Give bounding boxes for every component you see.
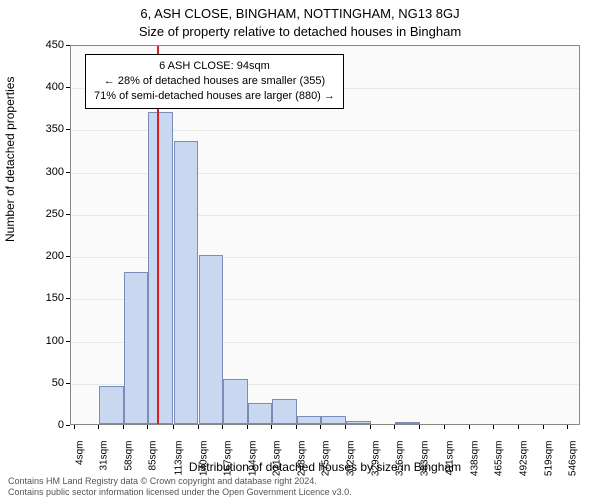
- annotation-line1: 6 ASH CLOSE: 94sqm: [94, 59, 335, 74]
- xtick-mark: [173, 425, 174, 429]
- xtick-mark: [567, 425, 568, 429]
- ytick-label: 450: [46, 39, 64, 51]
- histogram-bar: [99, 386, 124, 424]
- xtick-label: 167sqm: [223, 441, 234, 477]
- xtick-mark: [98, 425, 99, 429]
- xtick-label: 465sqm: [494, 441, 505, 477]
- annotation-line3: 71% of semi-detached houses are larger (…: [94, 89, 335, 104]
- ytick-label: 0: [58, 419, 64, 431]
- xtick-mark: [394, 425, 395, 429]
- xtick-label: 519sqm: [543, 441, 554, 477]
- ytick-label: 150: [46, 292, 64, 304]
- ytick-mark: [66, 298, 70, 299]
- gridline: [71, 130, 579, 131]
- footer-attribution: Contains HM Land Registry data © Crown c…: [8, 476, 592, 498]
- footer-line2: Contains public sector information licen…: [8, 487, 592, 498]
- xtick-label: 383sqm: [419, 441, 430, 477]
- xtick-label: 58sqm: [123, 441, 134, 477]
- ytick-label: 350: [46, 123, 64, 135]
- xtick-mark: [247, 425, 248, 429]
- xtick-label: 546sqm: [568, 441, 579, 477]
- xtick-mark: [345, 425, 346, 429]
- histogram-bar: [321, 416, 346, 424]
- xtick-mark: [320, 425, 321, 429]
- xtick-label: 302sqm: [346, 441, 357, 477]
- xtick-label: 438sqm: [469, 441, 480, 477]
- y-axis-label: Number of detached properties: [3, 77, 17, 242]
- ytick-mark: [66, 214, 70, 215]
- histogram-bar: [124, 272, 149, 424]
- gridline: [71, 173, 579, 174]
- ytick-label: 200: [46, 250, 64, 262]
- ytick-mark: [66, 87, 70, 88]
- histogram-bar: [395, 422, 420, 424]
- ytick-mark: [66, 172, 70, 173]
- ytick-mark: [66, 341, 70, 342]
- xtick-mark: [147, 425, 148, 429]
- ytick-mark: [66, 383, 70, 384]
- xtick-label: 275sqm: [321, 441, 332, 477]
- xtick-label: 140sqm: [198, 441, 209, 477]
- histogram-bar: [248, 403, 273, 424]
- histogram-bar: [199, 255, 224, 424]
- ytick-mark: [66, 425, 70, 426]
- xtick-mark: [493, 425, 494, 429]
- chart-container: 6, ASH CLOSE, BINGHAM, NOTTINGHAM, NG13 …: [0, 0, 600, 500]
- histogram-bar: [223, 379, 248, 424]
- footer-line1: Contains HM Land Registry data © Crown c…: [8, 476, 592, 487]
- xtick-mark: [419, 425, 420, 429]
- xtick-label: 248sqm: [296, 441, 307, 477]
- histogram-bar: [148, 112, 173, 424]
- ytick-mark: [66, 256, 70, 257]
- xtick-label: 4sqm: [74, 441, 85, 477]
- xtick-label: 194sqm: [247, 441, 258, 477]
- annotation-box: 6 ASH CLOSE: 94sqm ← 28% of detached hou…: [85, 54, 344, 109]
- ytick-label: 400: [46, 81, 64, 93]
- xtick-label: 221sqm: [272, 441, 283, 477]
- xtick-label: 492sqm: [519, 441, 530, 477]
- histogram-bar: [272, 399, 297, 424]
- xtick-label: 31sqm: [99, 441, 110, 477]
- histogram-bar: [174, 141, 199, 424]
- ytick-mark: [66, 45, 70, 46]
- xtick-mark: [370, 425, 371, 429]
- xtick-mark: [469, 425, 470, 429]
- ytick-label: 100: [46, 335, 64, 347]
- ytick-label: 50: [52, 377, 64, 389]
- xtick-mark: [444, 425, 445, 429]
- title-address: 6, ASH CLOSE, BINGHAM, NOTTINGHAM, NG13 …: [0, 6, 600, 21]
- histogram-bar: [346, 421, 371, 424]
- xtick-label: 113sqm: [173, 441, 184, 477]
- histogram-bar: [297, 416, 322, 424]
- xtick-mark: [74, 425, 75, 429]
- title-subtitle: Size of property relative to detached ho…: [0, 24, 600, 39]
- xtick-mark: [123, 425, 124, 429]
- ytick-label: 300: [46, 166, 64, 178]
- xtick-mark: [271, 425, 272, 429]
- ytick-mark: [66, 129, 70, 130]
- annotation-line2: ← 28% of detached houses are smaller (35…: [94, 74, 335, 89]
- gridline: [71, 215, 579, 216]
- xtick-label: 85sqm: [148, 441, 159, 477]
- xtick-mark: [296, 425, 297, 429]
- xtick-label: 356sqm: [395, 441, 406, 477]
- gridline: [71, 257, 579, 258]
- xtick-label: 411sqm: [445, 441, 456, 477]
- xtick-mark: [198, 425, 199, 429]
- ytick-label: 250: [46, 208, 64, 220]
- xtick-mark: [222, 425, 223, 429]
- xtick-mark: [518, 425, 519, 429]
- xtick-mark: [543, 425, 544, 429]
- xtick-label: 329sqm: [370, 441, 381, 477]
